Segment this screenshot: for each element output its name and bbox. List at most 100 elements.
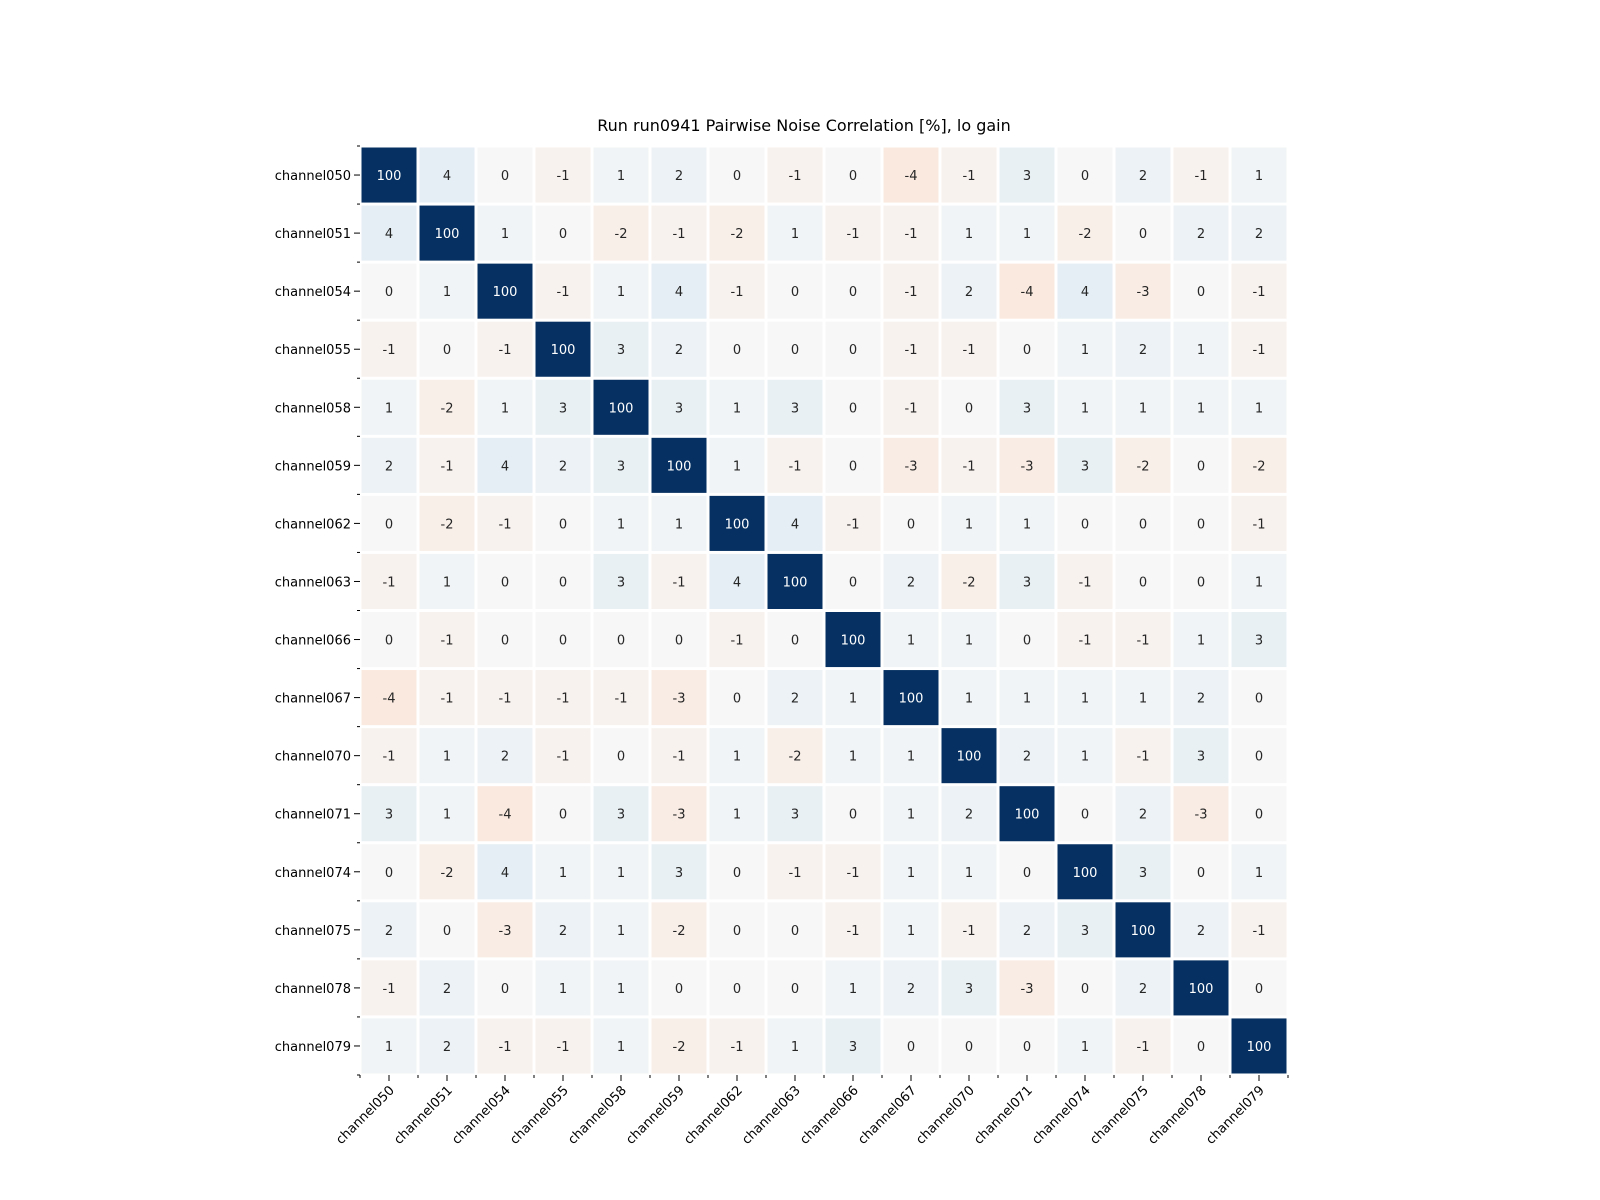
cell-value-label: 0 <box>1081 517 1089 532</box>
cell-value-label: 1 <box>1197 343 1205 358</box>
cell-value-label: -1 <box>383 982 396 997</box>
heatmap-cell <box>767 379 823 435</box>
cell-value-label: 100 <box>1015 808 1040 823</box>
y-tick-label: channel066 <box>275 634 351 649</box>
cell-value-label: 2 <box>965 808 973 823</box>
heatmap-cell <box>477 147 533 203</box>
y-tick-label: channel055 <box>275 343 351 358</box>
cell-value-label: -1 <box>847 517 860 532</box>
y-tick-label: channel079 <box>275 1040 351 1055</box>
cell-value-label: -1 <box>1253 343 1266 358</box>
cell-value-label: 4 <box>501 459 509 474</box>
heatmap-cell <box>709 786 765 842</box>
cell-value-label: 1 <box>443 750 451 765</box>
heatmap-cell <box>1115 553 1171 609</box>
heatmap-cell <box>651 263 707 319</box>
cell-value-label: -2 <box>789 750 802 765</box>
heatmap-cell <box>361 263 417 319</box>
cell-value-label: 1 <box>733 459 741 474</box>
heatmap-cell <box>651 786 707 842</box>
heatmap-cell <box>419 902 475 958</box>
heatmap-cell <box>593 437 649 493</box>
cell-value-label: -1 <box>963 169 976 184</box>
cell-value-label: 1 <box>1197 401 1205 416</box>
cell-value-label: -1 <box>1079 575 1092 590</box>
heatmap-cell <box>593 263 649 319</box>
heatmap-cell <box>535 263 591 319</box>
cell-value-label: 3 <box>1023 169 1031 184</box>
heatmap-cell <box>419 960 475 1016</box>
cell-value-label: -1 <box>963 459 976 474</box>
cell-value-label: 2 <box>907 575 915 590</box>
heatmap-cell <box>1173 844 1229 900</box>
heatmap-cell <box>767 553 823 609</box>
cell-value-label: 0 <box>791 924 799 939</box>
cell-value-label: 0 <box>733 169 741 184</box>
heatmap-cell <box>1115 902 1171 958</box>
heatmap-cell <box>651 321 707 377</box>
heatmap-cell <box>1057 1018 1113 1074</box>
cell-value-label: -1 <box>1079 634 1092 649</box>
heatmap-cell <box>941 670 997 726</box>
y-tick-label: channel051 <box>275 227 351 242</box>
cell-value-label: 1 <box>907 866 915 881</box>
cell-value-label: 3 <box>675 401 683 416</box>
cell-value-label: 1 <box>1081 343 1089 358</box>
heatmap-cell <box>941 379 997 435</box>
cell-value-label: -3 <box>499 924 512 939</box>
heatmap-cell <box>361 670 417 726</box>
cell-value-label: 3 <box>1197 750 1205 765</box>
cell-value-label: -4 <box>499 808 512 823</box>
cell-value-label: 1 <box>617 866 625 881</box>
heatmap-cell <box>593 495 649 551</box>
heatmap-cell <box>883 321 939 377</box>
x-tick-label: channel067 <box>855 1083 920 1148</box>
heatmap-cell <box>1231 147 1287 203</box>
cell-value-label: 1 <box>791 1040 799 1055</box>
heatmap-cell <box>999 786 1055 842</box>
cell-value-label: 0 <box>617 634 625 649</box>
cell-value-label: 0 <box>733 924 741 939</box>
heatmap-cell <box>999 495 1055 551</box>
heatmap-cell <box>709 321 765 377</box>
heatmap-cell <box>1057 960 1113 1016</box>
heatmap-cell <box>651 612 707 668</box>
heatmap-cell <box>941 728 997 784</box>
heatmap-cell <box>941 321 997 377</box>
cell-value-label: -3 <box>905 459 918 474</box>
heatmap-cell <box>477 379 533 435</box>
heatmap-cell <box>1057 495 1113 551</box>
y-tick-label: channel050 <box>275 169 351 184</box>
heatmap-cell <box>767 437 823 493</box>
cell-value-label: 100 <box>1131 924 1156 939</box>
cell-value-label: -1 <box>441 692 454 707</box>
cell-value-label: -3 <box>1195 808 1208 823</box>
cell-value-label: 1 <box>907 808 915 823</box>
cell-value-label: -2 <box>615 227 628 242</box>
heatmap-cell <box>1173 495 1229 551</box>
y-tick-label: channel067 <box>275 692 351 707</box>
heatmap-cell <box>593 1018 649 1074</box>
heatmap-cell <box>825 321 881 377</box>
heatmap-cell <box>767 670 823 726</box>
heatmap-cell <box>1231 495 1287 551</box>
heatmap-cell <box>1057 728 1113 784</box>
heatmap-cell <box>535 728 591 784</box>
cell-value-label: 0 <box>965 401 973 416</box>
y-tick-label: channel063 <box>275 575 351 590</box>
cell-value-label: 1 <box>559 866 567 881</box>
cell-value-label: -2 <box>673 1040 686 1055</box>
cell-value-label: 4 <box>501 866 509 881</box>
cell-value-label: 100 <box>783 575 808 590</box>
heatmap-cell <box>883 553 939 609</box>
heatmap-cell <box>825 728 881 784</box>
heatmap-cell <box>1173 147 1229 203</box>
heatmap-cell <box>593 553 649 609</box>
x-tick-label: channel063 <box>739 1083 804 1148</box>
heatmap-cell <box>1231 786 1287 842</box>
cell-value-label: -3 <box>673 692 686 707</box>
cell-value-label: -1 <box>383 343 396 358</box>
y-tick-label: channel074 <box>275 866 351 881</box>
cell-value-label: -1 <box>789 169 802 184</box>
